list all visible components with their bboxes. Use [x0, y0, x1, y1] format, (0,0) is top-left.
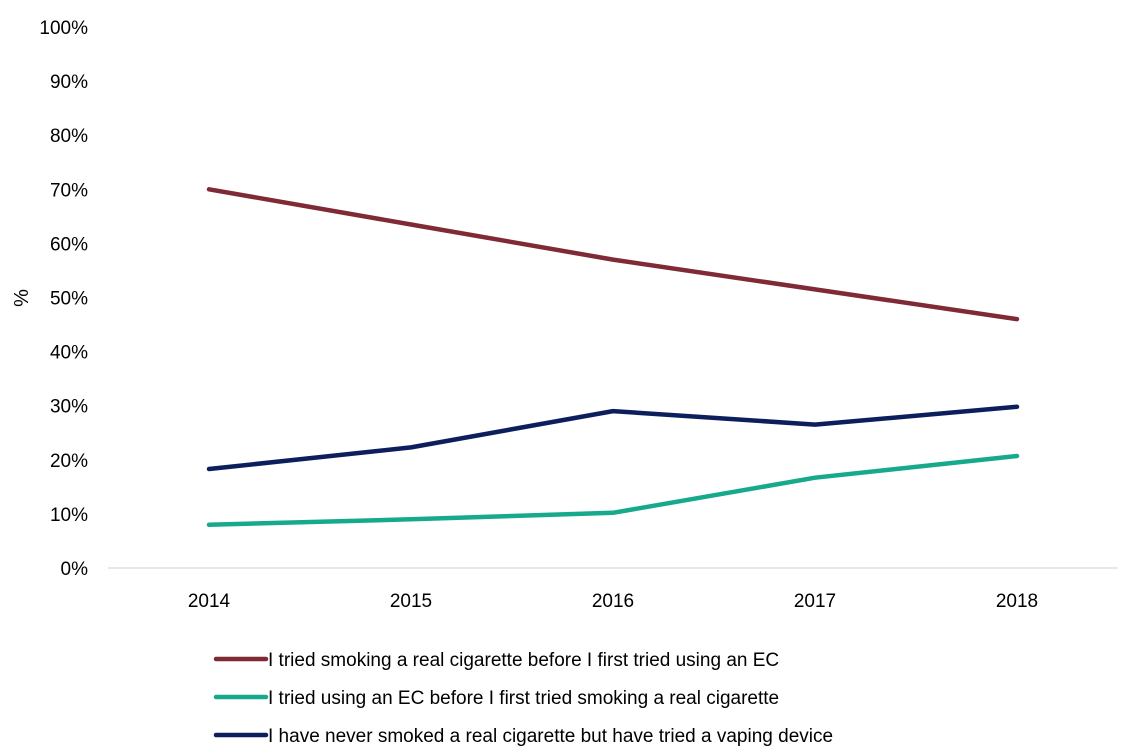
- legend-item-1: I tried smoking a real cigarette before …: [213, 650, 779, 671]
- legend-label: I have never smoked a real cigarette but…: [268, 726, 833, 747]
- series-line-2: [206, 453, 1020, 527]
- y-tick-label: 60%: [50, 234, 88, 255]
- y-tick-label: 0%: [61, 559, 89, 580]
- x-tick-label: 2017: [794, 591, 836, 612]
- y-tick-label: 70%: [50, 180, 88, 201]
- legend-item-3: I have never smoked a real cigarette but…: [213, 726, 833, 747]
- x-tick-label: 2015: [390, 591, 432, 612]
- x-axis: 2014 2015 2016 2017 2018: [108, 567, 1118, 612]
- y-tick-label: 20%: [50, 451, 88, 472]
- y-tick-label: 80%: [50, 126, 88, 147]
- series-line-3: [206, 404, 1020, 472]
- y-tick-label: 90%: [50, 72, 88, 93]
- legend-label: I tried smoking a real cigarette before …: [268, 650, 779, 671]
- x-tick-label: 2016: [592, 591, 634, 612]
- x-tick-label: 2014: [188, 591, 231, 612]
- y-tick-label: 40%: [50, 343, 88, 364]
- legend-item-2: I tried using an EC before I first tried…: [213, 688, 779, 709]
- series-group: [206, 187, 1020, 527]
- x-tick-label: 2018: [996, 591, 1038, 612]
- y-axis-title: %: [11, 289, 33, 307]
- y-tick-label: 10%: [50, 505, 88, 526]
- y-axis: 0% 10% 20% 30% 40% 50% 60% 70% 80% 90% 100%: [39, 18, 88, 580]
- legend: I tried smoking a real cigarette before …: [213, 650, 833, 747]
- y-tick-label: 30%: [50, 397, 88, 418]
- series-line-1: [206, 187, 1020, 322]
- y-tick-label: 50%: [50, 289, 88, 310]
- legend-label: I tried using an EC before I first tried…: [268, 688, 779, 709]
- y-tick-label: 100%: [39, 18, 88, 39]
